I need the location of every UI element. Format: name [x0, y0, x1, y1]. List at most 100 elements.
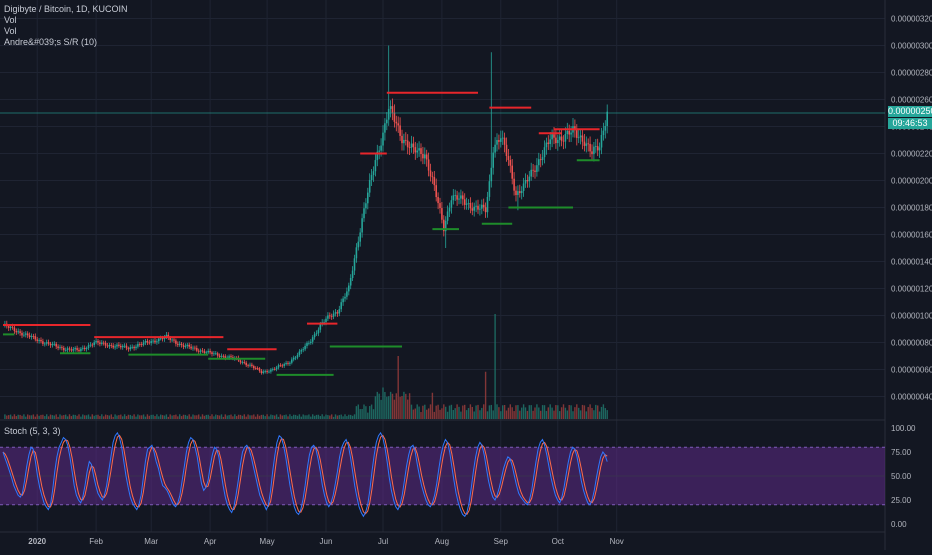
- candle-body: [222, 355, 225, 357]
- candle-body: [262, 371, 265, 373]
- volume-bar: [351, 415, 354, 419]
- volume-bar: [148, 415, 150, 419]
- candle-body: [513, 178, 515, 191]
- candle-body: [87, 345, 90, 349]
- sr-indicator-label[interactable]: Andre&#039;s S/R (10): [4, 37, 98, 47]
- volume-bar: [378, 393, 380, 419]
- volume-bar: [511, 407, 513, 419]
- volume-bar: [429, 404, 432, 419]
- candle-body: [275, 367, 278, 370]
- candle-body: [591, 151, 593, 155]
- volume-bar: [519, 410, 521, 419]
- candle-body: [387, 108, 390, 120]
- volume-bar: [446, 411, 449, 419]
- volume-bar: [91, 414, 93, 419]
- volume-bar: [549, 404, 551, 419]
- y-tick-label: 0.00000300: [891, 42, 932, 51]
- volume-bar: [97, 414, 99, 419]
- candle-body: [25, 333, 27, 335]
- volume-bar: [101, 414, 103, 419]
- candle-body: [557, 139, 559, 144]
- volume-bar: [15, 416, 17, 419]
- candle-body: [26, 333, 29, 336]
- volume-bar: [215, 414, 217, 419]
- candle-body: [338, 309, 341, 314]
- candle-body: [161, 338, 164, 340]
- candle-body: [555, 137, 557, 144]
- volume-bar: [232, 416, 234, 419]
- candle-body: [551, 134, 553, 140]
- volume-bar: [494, 314, 496, 419]
- volume-bar: [217, 415, 219, 419]
- x-tick-label: Mar: [144, 537, 158, 546]
- candle-body: [517, 191, 519, 196]
- volume-bar: [179, 414, 181, 419]
- volume-bar: [448, 405, 451, 419]
- volume-bar: [462, 405, 464, 419]
- volume-bar: [82, 414, 84, 419]
- candle-body: [253, 366, 255, 369]
- x-tick-label: Jun: [320, 537, 333, 546]
- candle-body: [148, 342, 151, 344]
- candle-body: [121, 345, 124, 348]
- candle-body: [215, 353, 217, 355]
- volume-bar: [53, 415, 55, 419]
- volume-indicator-label[interactable]: Vol: [4, 26, 17, 36]
- volume-bar: [507, 407, 510, 419]
- stoch-axis: 100.00 75.00 50.00 25.00 0.00: [891, 424, 916, 529]
- stoch-title[interactable]: Stoch (5, 3, 3): [4, 426, 61, 436]
- volume-bar: [294, 414, 297, 419]
- candle-body: [496, 140, 498, 145]
- candle-body: [562, 140, 565, 142]
- volume-bar: [370, 404, 373, 419]
- volume-bar: [260, 414, 263, 419]
- volume-indicator-label[interactable]: Vol: [4, 15, 17, 25]
- volume-bar: [152, 414, 154, 419]
- volume-bar: [49, 414, 52, 419]
- volume-bar: [103, 416, 105, 419]
- candle-body: [433, 177, 436, 186]
- volume-bar: [123, 414, 126, 419]
- candle-body: [34, 336, 37, 340]
- candle-body: [522, 183, 525, 191]
- candle-body: [93, 342, 95, 345]
- candle-body: [61, 347, 63, 349]
- candle-body: [357, 241, 360, 248]
- volume-bar: [171, 415, 173, 419]
- candle-body: [334, 312, 337, 314]
- candle-body: [245, 362, 247, 366]
- candle-body: [150, 341, 152, 344]
- candle-body: [372, 171, 375, 176]
- stoch-tick-label: 50.00: [891, 472, 912, 481]
- volume-bar: [496, 404, 498, 419]
- candle-body: [566, 130, 569, 135]
- volume-bar: [604, 408, 606, 419]
- candle-body: [180, 343, 183, 346]
- volume-bar: [581, 404, 584, 419]
- volume-bar: [332, 416, 335, 419]
- candle-body: [104, 342, 107, 346]
- candle-body: [515, 190, 517, 196]
- volume-bar: [334, 414, 337, 419]
- volume-bar: [173, 415, 175, 419]
- volume-bar: [407, 399, 409, 419]
- volume-bar: [116, 415, 118, 419]
- candle-body: [456, 195, 458, 200]
- candle-body: [230, 356, 232, 358]
- volume-bar: [211, 414, 213, 419]
- candle-body: [403, 139, 405, 144]
- volume-bar: [120, 414, 122, 419]
- candle-body: [156, 341, 158, 343]
- symbol-title[interactable]: Digibyte / Bitcoin, 1D, KUCOIN: [4, 4, 128, 14]
- volume-bar: [515, 405, 517, 419]
- volume-bar: [177, 416, 179, 419]
- volume-bar: [433, 411, 435, 419]
- volume-bar: [154, 416, 156, 419]
- volume-bar: [340, 414, 342, 419]
- candle-body: [475, 205, 477, 207]
- candle-body: [66, 348, 69, 351]
- y-tick-label: 0.00000160: [891, 231, 932, 240]
- volume-bar: [285, 414, 287, 419]
- volume-bar: [65, 414, 67, 419]
- candle-body: [154, 340, 156, 343]
